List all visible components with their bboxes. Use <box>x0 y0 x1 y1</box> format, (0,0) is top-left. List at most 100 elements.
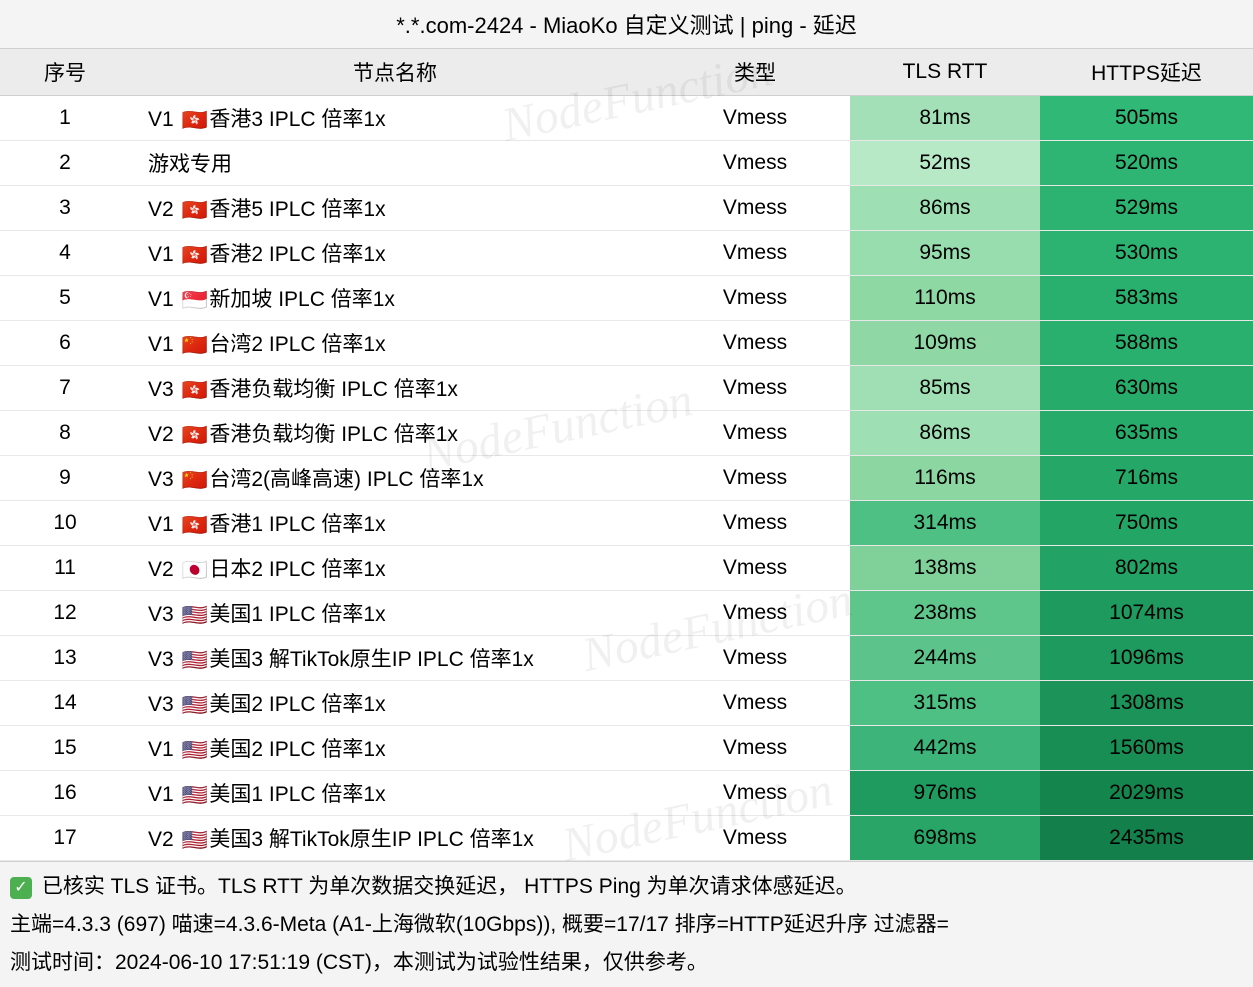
footer-line-1: ✓ 已核实 TLS 证书。TLS RTT 为单次数据交换延迟， HTTPS Pi… <box>10 868 1243 906</box>
cell-https-latency: 505ms <box>1040 96 1253 141</box>
cell-index: 1 <box>0 96 130 141</box>
cell-https-latency: 716ms <box>1040 456 1253 501</box>
cell-index: 5 <box>0 276 130 321</box>
table-row: 9V3 🇨🇳 台湾2(高峰高速) IPLC 倍率1xVmess116ms716m… <box>0 456 1253 501</box>
cell-https-latency: 583ms <box>1040 276 1253 321</box>
cell-tls-rtt: 315ms <box>850 681 1040 726</box>
table-row: 16V1 🇺🇸 美国1 IPLC 倍率1xVmess976ms2029ms <box>0 771 1253 816</box>
cell-node-name: V3 🇺🇸 美国1 IPLC 倍率1x <box>130 591 660 636</box>
cell-node-name: V3 🇨🇳 台湾2(高峰高速) IPLC 倍率1x <box>130 456 660 501</box>
flag-us-icon: 🇺🇸 <box>182 694 202 708</box>
cell-node-name: 游戏专用 <box>130 141 660 186</box>
latency-table: 序号 节点名称 类型 TLS RTT HTTPS延迟 1V1 🇭🇰 香港3 IP… <box>0 49 1253 861</box>
table-row: 1V1 🇭🇰 香港3 IPLC 倍率1xVmess81ms505ms <box>0 96 1253 141</box>
cell-tls-rtt: 81ms <box>850 96 1040 141</box>
flag-hk-icon: 🇭🇰 <box>182 109 202 123</box>
page-title: *.*.com-2424 - MiaoKo 自定义测试 | ping - 延迟 <box>0 0 1253 49</box>
cell-type: Vmess <box>660 321 850 366</box>
cell-https-latency: 1308ms <box>1040 681 1253 726</box>
table-row: 8V2 🇭🇰 香港负载均衡 IPLC 倍率1xVmess86ms635ms <box>0 411 1253 456</box>
table-row: 12V3 🇺🇸 美国1 IPLC 倍率1xVmess238ms1074ms <box>0 591 1253 636</box>
table-row: 13V3 🇺🇸 美国3 解TikTok原生IP IPLC 倍率1xVmess24… <box>0 636 1253 681</box>
cell-index: 15 <box>0 726 130 771</box>
cell-tls-rtt: 238ms <box>850 591 1040 636</box>
cell-type: Vmess <box>660 231 850 276</box>
cell-tls-rtt: 85ms <box>850 366 1040 411</box>
cell-https-latency: 1560ms <box>1040 726 1253 771</box>
cell-node-name: V3 🇭🇰 香港负载均衡 IPLC 倍率1x <box>130 366 660 411</box>
cell-tls-rtt: 244ms <box>850 636 1040 681</box>
cell-https-latency: 635ms <box>1040 411 1253 456</box>
table-row: 14V3 🇺🇸 美国2 IPLC 倍率1xVmess315ms1308ms <box>0 681 1253 726</box>
cell-tls-rtt: 976ms <box>850 771 1040 816</box>
flag-cn-icon: 🇨🇳 <box>182 334 202 348</box>
cell-tls-rtt: 86ms <box>850 411 1040 456</box>
cell-https-latency: 1074ms <box>1040 591 1253 636</box>
table-row: 7V3 🇭🇰 香港负载均衡 IPLC 倍率1xVmess85ms630ms <box>0 366 1253 411</box>
table-row: 15V1 🇺🇸 美国2 IPLC 倍率1xVmess442ms1560ms <box>0 726 1253 771</box>
cell-type: Vmess <box>660 681 850 726</box>
cell-type: Vmess <box>660 456 850 501</box>
cell-type: Vmess <box>660 366 850 411</box>
cell-https-latency: 520ms <box>1040 141 1253 186</box>
flag-sg-icon: 🇸🇬 <box>182 289 202 303</box>
cell-type: Vmess <box>660 501 850 546</box>
table-row: 5V1 🇸🇬 新加坡 IPLC 倍率1xVmess110ms583ms <box>0 276 1253 321</box>
table-row: 17V2 🇺🇸 美国3 解TikTok原生IP IPLC 倍率1xVmess69… <box>0 816 1253 861</box>
cell-node-name: V1 🇭🇰 香港2 IPLC 倍率1x <box>130 231 660 276</box>
cell-node-name: V1 🇭🇰 香港3 IPLC 倍率1x <box>130 96 660 141</box>
cell-https-latency: 588ms <box>1040 321 1253 366</box>
cell-tls-rtt: 86ms <box>850 186 1040 231</box>
cell-https-latency: 802ms <box>1040 546 1253 591</box>
table-row: 2游戏专用Vmess52ms520ms <box>0 141 1253 186</box>
cell-node-name: V1 🇺🇸 美国2 IPLC 倍率1x <box>130 726 660 771</box>
cell-tls-rtt: 138ms <box>850 546 1040 591</box>
cell-type: Vmess <box>660 636 850 681</box>
cell-type: Vmess <box>660 96 850 141</box>
cell-node-name: V1 🇭🇰 香港1 IPLC 倍率1x <box>130 501 660 546</box>
cell-index: 14 <box>0 681 130 726</box>
flag-jp-icon: 🇯🇵 <box>182 559 202 573</box>
cell-type: Vmess <box>660 186 850 231</box>
cell-index: 13 <box>0 636 130 681</box>
cell-type: Vmess <box>660 546 850 591</box>
flag-us-icon: 🇺🇸 <box>182 649 202 663</box>
table-row: 11V2 🇯🇵 日本2 IPLC 倍率1xVmess138ms802ms <box>0 546 1253 591</box>
footer-text-1: 已核实 TLS 证书。TLS RTT 为单次数据交换延迟， HTTPS Ping… <box>42 875 857 898</box>
cell-type: Vmess <box>660 411 850 456</box>
cell-node-name: V3 🇺🇸 美国2 IPLC 倍率1x <box>130 681 660 726</box>
cell-https-latency: 2435ms <box>1040 816 1253 861</box>
flag-cn-icon: 🇨🇳 <box>182 469 202 483</box>
footer-line-3: 测试时间：2024-06-10 17:51:19 (CST)，本测试为试验性结果… <box>10 944 1243 982</box>
cell-node-name: V1 🇺🇸 美国1 IPLC 倍率1x <box>130 771 660 816</box>
cell-tls-rtt: 314ms <box>850 501 1040 546</box>
table-header-row: 序号 节点名称 类型 TLS RTT HTTPS延迟 <box>0 49 1253 96</box>
footer: ✓ 已核实 TLS 证书。TLS RTT 为单次数据交换延迟， HTTPS Pi… <box>0 861 1253 987</box>
cell-index: 12 <box>0 591 130 636</box>
flag-us-icon: 🇺🇸 <box>182 829 202 843</box>
cell-type: Vmess <box>660 141 850 186</box>
cell-index: 16 <box>0 771 130 816</box>
flag-hk-icon: 🇭🇰 <box>182 424 202 438</box>
cell-node-name: V1 🇸🇬 新加坡 IPLC 倍率1x <box>130 276 660 321</box>
cell-https-latency: 530ms <box>1040 231 1253 276</box>
flag-hk-icon: 🇭🇰 <box>182 379 202 393</box>
cell-node-name: V3 🇺🇸 美国3 解TikTok原生IP IPLC 倍率1x <box>130 636 660 681</box>
cell-tls-rtt: 110ms <box>850 276 1040 321</box>
cell-node-name: V2 🇭🇰 香港负载均衡 IPLC 倍率1x <box>130 411 660 456</box>
cell-index: 17 <box>0 816 130 861</box>
cell-type: Vmess <box>660 726 850 771</box>
cell-node-name: V2 🇺🇸 美国3 解TikTok原生IP IPLC 倍率1x <box>130 816 660 861</box>
cell-tls-rtt: 442ms <box>850 726 1040 771</box>
check-icon: ✓ <box>10 877 32 899</box>
cell-https-latency: 529ms <box>1040 186 1253 231</box>
col-header-index: 序号 <box>0 49 130 96</box>
cell-tls-rtt: 95ms <box>850 231 1040 276</box>
cell-node-name: V2 🇯🇵 日本2 IPLC 倍率1x <box>130 546 660 591</box>
cell-tls-rtt: 52ms <box>850 141 1040 186</box>
cell-index: 3 <box>0 186 130 231</box>
flag-hk-icon: 🇭🇰 <box>182 244 202 258</box>
table-row: 6V1 🇨🇳 台湾2 IPLC 倍率1xVmess109ms588ms <box>0 321 1253 366</box>
flag-us-icon: 🇺🇸 <box>182 604 202 618</box>
cell-index: 4 <box>0 231 130 276</box>
